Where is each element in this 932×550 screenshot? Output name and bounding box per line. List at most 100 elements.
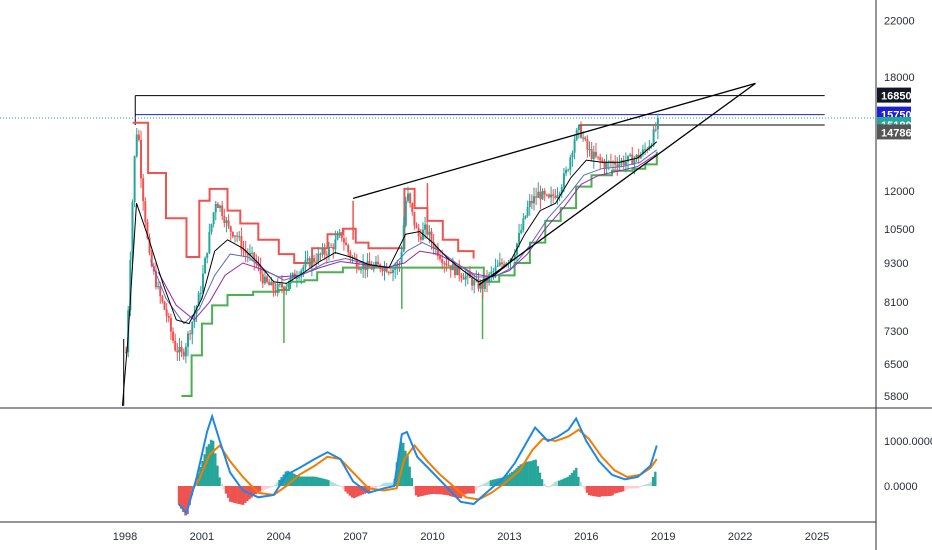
macd-histogram-bar — [218, 477, 221, 486]
candle-body — [447, 265, 450, 267]
candle-body — [334, 239, 337, 250]
macd-histogram-bar — [624, 486, 627, 491]
macd-histogram-bar — [585, 486, 589, 493]
time-tick-label: 2022 — [728, 531, 752, 543]
macd-histogram-bar — [626, 486, 629, 489]
macd-histogram-bar — [325, 479, 328, 486]
candle-body — [477, 278, 480, 289]
candle-body — [332, 247, 335, 250]
macd-histogram-bar — [406, 455, 409, 486]
macd-histogram-bar — [376, 486, 379, 487]
candle-body — [165, 309, 168, 316]
macd-histogram-bar — [374, 486, 377, 489]
horizontal-levels[interactable] — [134, 95, 825, 130]
candle-body — [270, 282, 273, 286]
macd-histogram-bar — [233, 486, 236, 503]
macd-histogram-bar — [609, 486, 612, 496]
macd-histogram-bar — [431, 486, 435, 494]
macd-axis[interactable]: 1000.0000 0.0000 — [884, 436, 932, 493]
candle-body — [236, 235, 239, 237]
macd-histogram-bar — [645, 484, 648, 486]
candle-body — [347, 245, 350, 253]
candle-body — [159, 285, 162, 297]
macd-histogram-bar — [594, 486, 597, 497]
candle-body — [244, 250, 247, 254]
macd-histogram-bar — [617, 486, 621, 493]
candle-body — [545, 194, 548, 196]
trend-lines[interactable] — [352, 82, 756, 286]
macd-histogram-bar — [348, 486, 352, 496]
macd-histogram-bar — [209, 439, 213, 486]
macd-histogram-bar — [244, 486, 247, 503]
candle-body — [251, 252, 254, 254]
candle-body — [146, 221, 149, 238]
candle-body — [191, 321, 194, 335]
candle-body — [445, 263, 448, 266]
macd-histogram-bar — [399, 441, 403, 486]
candle-body — [490, 271, 493, 275]
macd-histogram-bar — [632, 486, 636, 489]
macd-histogram-bar — [587, 486, 591, 496]
candle-body — [227, 220, 230, 227]
candle-body — [246, 253, 249, 256]
candle-body — [496, 265, 499, 267]
macd-histogram-bar — [429, 486, 433, 495]
macd-histogram-bar — [352, 486, 356, 499]
candle-body — [426, 224, 429, 235]
candle-body — [291, 273, 294, 278]
macd-histogram-bar — [553, 482, 557, 486]
candle-body — [182, 351, 185, 357]
price-tick-label: 8100 — [884, 297, 908, 309]
macd-histogram-bar — [602, 486, 606, 497]
macd-histogram-bar — [211, 440, 215, 486]
time-tick-label: 1998 — [113, 531, 137, 543]
macd-histogram-bar — [525, 461, 529, 486]
macd-histogram-bar — [350, 486, 354, 498]
candle-body — [240, 236, 243, 250]
candle-body — [464, 275, 467, 280]
candle-body — [526, 206, 529, 216]
price-axis[interactable]: 22000 18000 12000 10500 9300 8100 7300 6500 5800 — [884, 15, 915, 402]
candle-body — [565, 169, 568, 174]
candle-body — [306, 258, 309, 261]
macd-histogram-bar — [229, 486, 232, 502]
macd-histogram-bar — [637, 486, 640, 489]
time-tick-label: 2007 — [343, 531, 367, 543]
price-tick-label: 12000 — [884, 186, 915, 198]
macd-signal-line — [190, 428, 658, 501]
candle-body — [195, 306, 198, 315]
candle-body — [652, 129, 655, 146]
macd-histogram-bar — [177, 486, 181, 505]
macd-histogram-bar — [182, 486, 185, 513]
macd-histogram-bar — [566, 476, 569, 486]
candle-body — [219, 205, 222, 208]
candle-body — [387, 271, 390, 273]
candle-body — [419, 236, 422, 240]
time-axis[interactable]: 1998 2001 2004 2007 2010 2013 2016 2019 2022 2025 — [113, 531, 829, 543]
candle-body — [453, 263, 456, 276]
macd-histogram-bar — [572, 470, 576, 486]
macd-histogram-bar — [560, 479, 563, 486]
candle-body — [157, 285, 160, 288]
candle-body — [242, 249, 245, 251]
macd-histogram-bar — [651, 476, 655, 486]
macd-histogram-bar — [611, 486, 614, 496]
macd-histogram-bar — [412, 486, 416, 490]
candle-body — [550, 194, 553, 198]
candle-body — [325, 254, 328, 256]
candle-body — [229, 226, 232, 232]
macd-histogram-bar — [470, 486, 473, 494]
macd-histogram-bar — [299, 476, 302, 486]
candle-body — [396, 263, 399, 268]
candle-body — [533, 196, 536, 204]
candle-body — [462, 277, 465, 280]
macd-histogram-bar — [427, 486, 431, 495]
candle-body — [353, 257, 356, 259]
macd-histogram-bar — [500, 477, 503, 486]
macd-histogram-bar — [504, 476, 507, 486]
candle-body — [492, 270, 495, 272]
candle-body — [389, 272, 392, 274]
macd-histogram-bar — [372, 486, 375, 490]
macd-histogram-bar — [547, 486, 550, 488]
